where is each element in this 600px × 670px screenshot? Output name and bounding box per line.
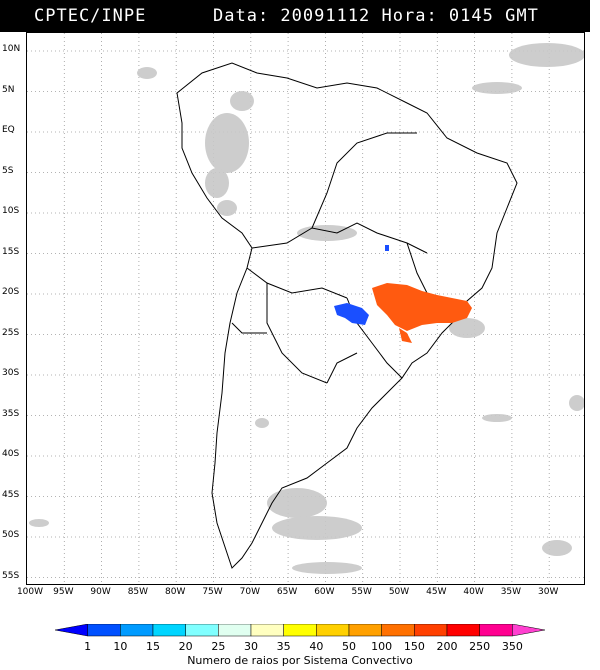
legend-value: 30 <box>244 640 258 653</box>
longitude-label: 75W <box>202 587 223 597</box>
longitude-label: 35W <box>500 587 522 597</box>
latitude-label: 10N <box>2 44 21 54</box>
latitude-label: 45S <box>2 489 20 500</box>
longitude-label: 90W <box>90 587 111 597</box>
latitude-label: 50S <box>2 530 20 540</box>
legend-swatch <box>185 624 219 637</box>
legend-swatch <box>479 624 513 637</box>
legend-value: 200 <box>436 640 458 653</box>
map-canvas <box>27 33 584 584</box>
longitude-label: 70W <box>239 587 260 597</box>
latitude-label: 25S <box>2 327 20 338</box>
legend-value: 10 <box>113 640 128 653</box>
latitude-label: 35S <box>2 408 20 419</box>
legend-value: 1 <box>84 640 92 653</box>
map-panel[interactable] <box>26 32 585 585</box>
legend-swatch <box>348 624 382 637</box>
legend-value: 150 <box>403 640 425 653</box>
legend-swatch <box>55 624 88 637</box>
latitude-label: 30S <box>2 368 20 378</box>
datetime-label: Data: 20091112 Hora: 0145 GMT <box>213 6 539 26</box>
latitude-label: EQ <box>2 125 15 135</box>
legend-swatch <box>283 624 317 637</box>
legend-value: 250 <box>469 640 491 653</box>
legend-swatch <box>381 624 415 637</box>
legend-value: 35 <box>276 640 291 653</box>
storm-blue <box>334 245 389 325</box>
legend-value: 40 <box>309 640 324 653</box>
legend-swatch <box>316 624 350 637</box>
storm-orange <box>372 283 472 343</box>
latitude-label: 5S <box>2 165 14 176</box>
longitude-label: 45W <box>426 587 447 597</box>
longitude-label: 30W <box>538 587 559 597</box>
legend-colorbar <box>55 624 545 637</box>
legend-swatch <box>87 624 121 637</box>
latitude-label: 5N <box>2 84 15 95</box>
source-label: CPTEC/INPE <box>34 6 147 26</box>
legend-value: 20 <box>178 640 193 653</box>
legend-swatch <box>152 624 186 637</box>
legend: 1 10 15 20 25 30 35 40 50 100 150 200 250 350 Numero … <box>55 624 545 667</box>
legend-swatch <box>250 624 284 637</box>
longitude-label: 60W <box>314 587 335 597</box>
cloud-cover <box>29 43 584 574</box>
longitude-label: 100W <box>16 587 44 597</box>
legend-value: 25 <box>211 640 226 653</box>
longitude-label: 95W <box>53 587 74 597</box>
title-bar: CPTEC/INPE Data: 20091112 Hora: 0145 GMT <box>0 0 590 32</box>
legend-value: 50 <box>342 640 356 653</box>
longitude-label: 85W <box>127 587 149 597</box>
legend-swatch <box>120 624 154 637</box>
latitude-label: 40S <box>2 449 20 459</box>
legend-swatch <box>512 624 545 637</box>
longitude-label: 50W <box>388 587 410 597</box>
legend-swatch <box>218 624 252 637</box>
legend-title: Numero de raios por Sistema Convectivo <box>187 654 413 667</box>
longitude-label: 40W <box>463 587 484 597</box>
longitude-label: 80W <box>165 587 186 597</box>
latitude-label: 10S <box>2 206 20 216</box>
legend-swatch <box>414 624 448 637</box>
longitude-label: 55W <box>351 587 372 597</box>
latitude-label: 15S <box>2 246 20 257</box>
latitude-label: 55S <box>2 570 20 581</box>
legend-value: 350 <box>501 640 523 653</box>
legend-value: 100 <box>371 640 393 653</box>
legend-value: 15 <box>146 640 160 653</box>
longitude-label: 65W <box>276 587 298 597</box>
legend-swatch <box>446 624 480 637</box>
latitude-label: 20S <box>2 287 20 297</box>
